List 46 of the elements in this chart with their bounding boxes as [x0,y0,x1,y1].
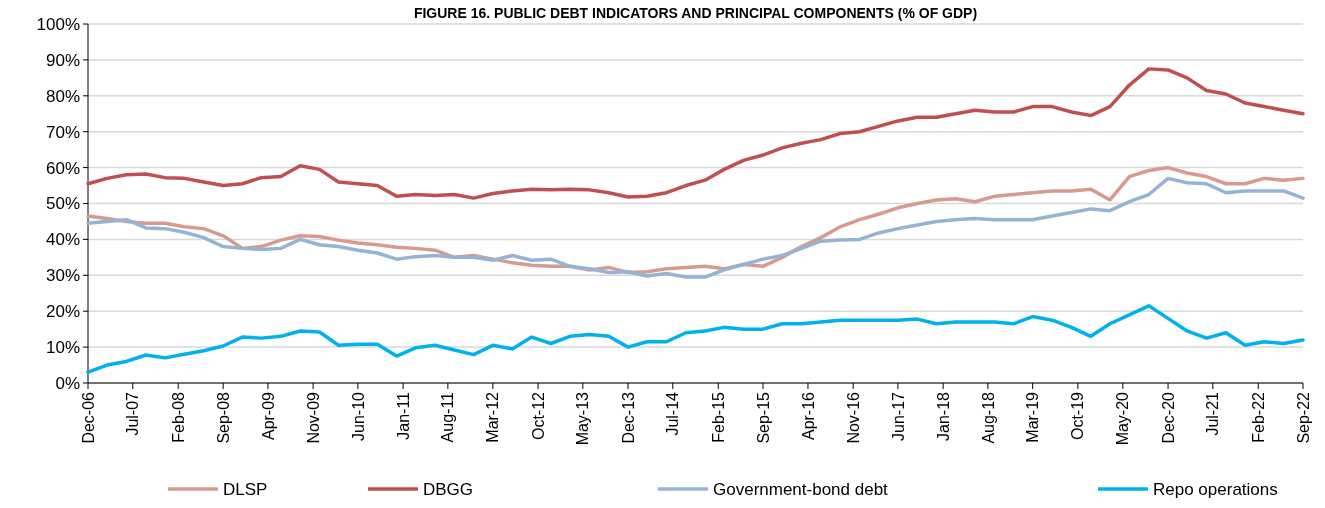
legend-label: DBGG [423,479,474,499]
x-tick-label: Dec-13 [619,391,637,444]
x-tick-label: Jun-10 [349,391,367,441]
x-tick-label: Jul-07 [124,391,142,436]
x-tick-label: Jan-18 [934,391,952,441]
legend-label: Government-bond debt [713,479,889,499]
x-tick-label: Jul-21 [1204,391,1222,436]
y-tick-label: 0% [55,373,80,393]
y-tick-label: 100% [36,14,80,34]
x-tick-label: Sep-22 [1294,391,1312,444]
line-series [86,304,1305,374]
legend-label: DLSP [223,479,268,499]
legend-label: Repo operations [1153,479,1278,499]
x-tick-label: Feb-15 [709,391,727,443]
x-tick-label: Oct-12 [529,391,547,441]
chart-title: FIGURE 16. PUBLIC DEBT INDICATORS AND PRINCIPAL COMPONENTS (% OF GDP) [413,5,978,21]
x-tick-label: Apr-09 [259,391,277,441]
x-tick-label: Aug-11 [439,391,457,443]
x-tick-label: Apr-16 [799,391,817,441]
y-tick-label: 10% [45,338,80,358]
x-tick-label: Sep-08 [214,391,232,444]
x-tick-label: Oct-19 [1069,391,1087,441]
x-tick-label: Aug-18 [979,391,997,444]
x-tick-label: Mar-19 [1024,391,1042,443]
y-tick-label: 20% [45,302,80,322]
y-tick-label: 50% [45,194,80,214]
x-tick-label: Nov-16 [844,391,862,444]
y-tick-label: 30% [45,266,80,286]
x-tick-label: Mar-12 [484,391,502,443]
x-tick-label: Jul-14 [664,391,682,436]
x-tick-label: Dec-06 [79,391,97,444]
x-tick-label: Dec-20 [1159,391,1177,444]
x-tick-label: Feb-08 [169,391,187,443]
x-tick-label: Jan-11 [394,391,412,440]
x-tick-label: May-20 [1114,391,1132,446]
y-tick-label: 70% [45,122,80,142]
y-tick-label: 60% [45,158,80,178]
y-tick-label: 90% [45,50,80,70]
x-tick-label: May-13 [574,391,592,446]
x-tick-label: Nov-09 [304,391,322,444]
line-series [86,67,1305,200]
x-tick-label: Sep-15 [754,391,772,444]
y-tick-label: 40% [45,230,80,250]
x-tick-label: Feb-22 [1249,391,1267,443]
x-tick-label: Jun-17 [889,391,907,441]
y-tick-label: 80% [45,86,80,106]
